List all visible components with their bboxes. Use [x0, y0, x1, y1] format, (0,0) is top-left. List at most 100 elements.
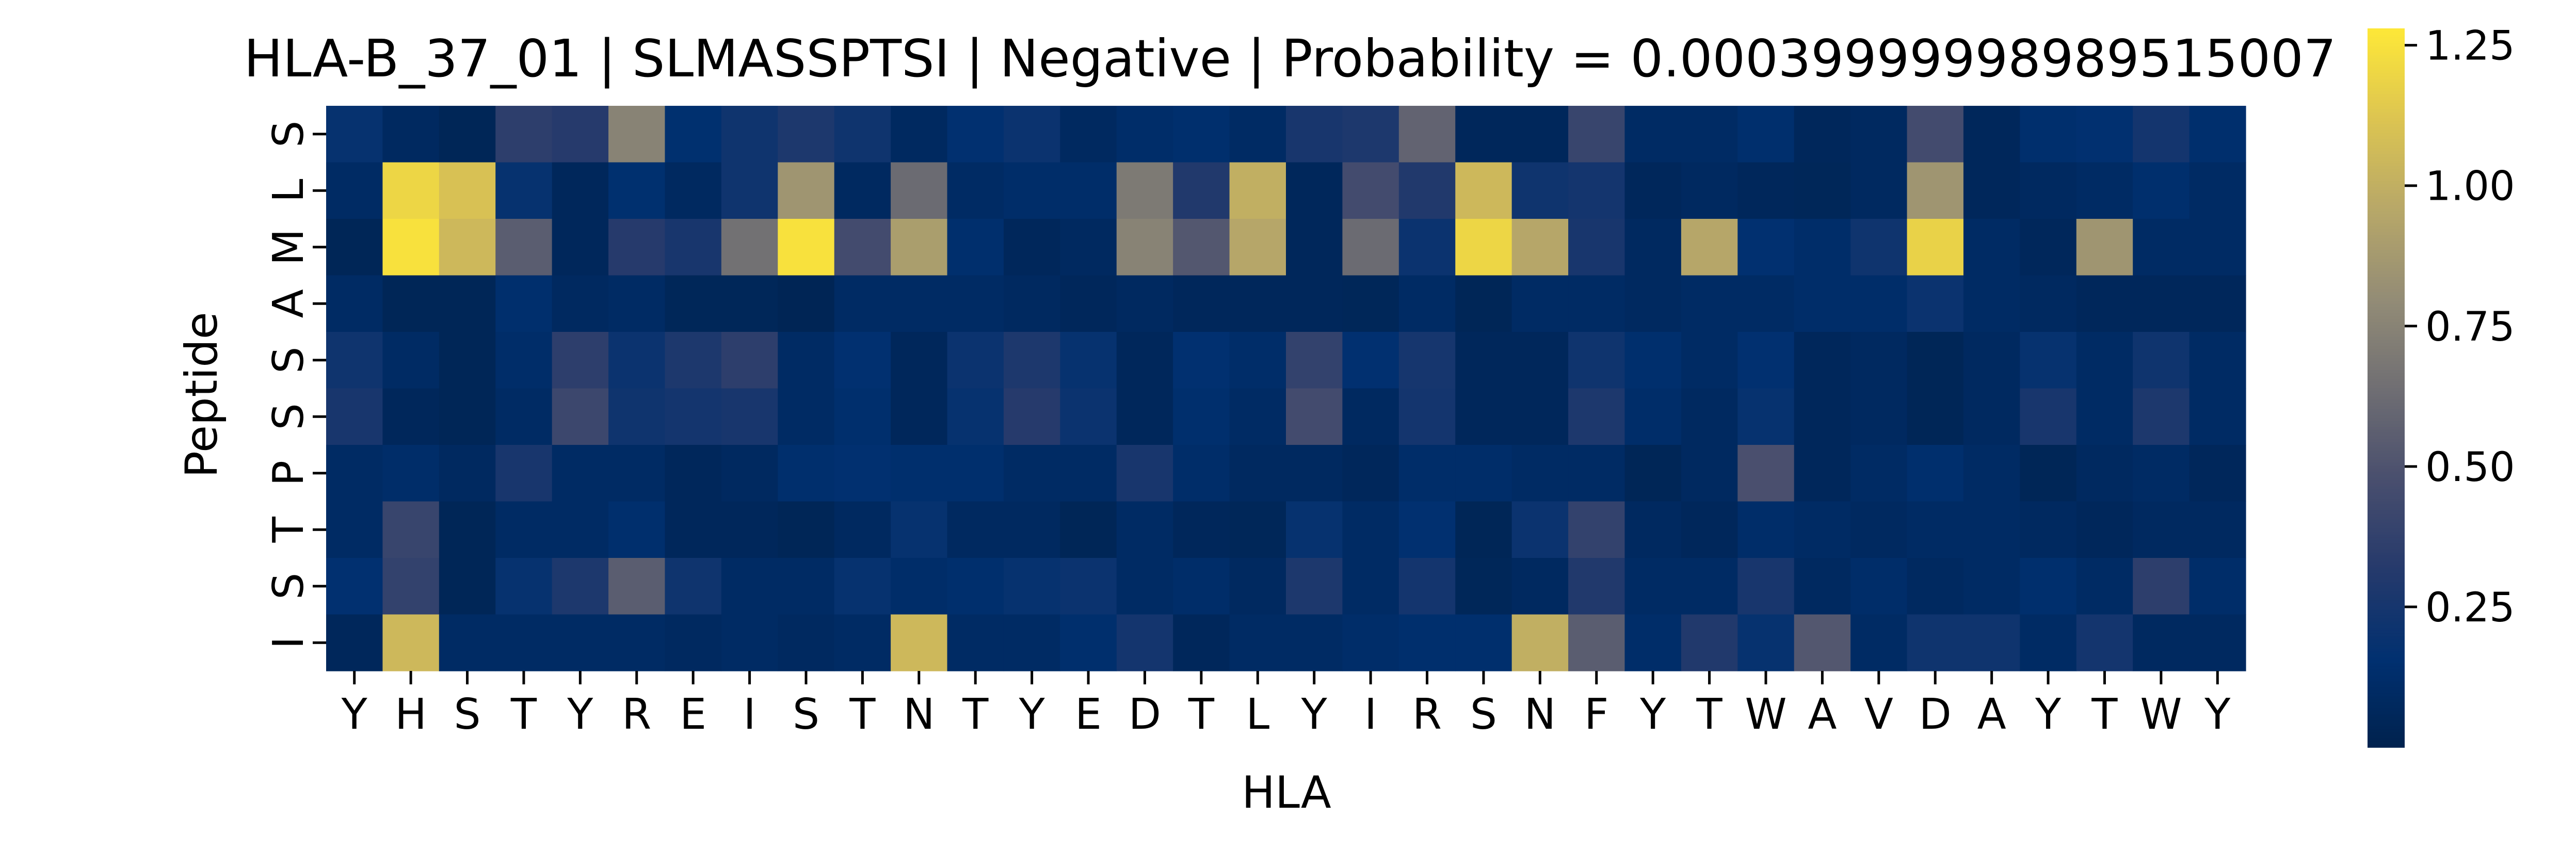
colorbar-strip: [2368, 732, 2405, 736]
heatmap-cell: [1173, 162, 1230, 219]
x-tick-label: N: [1524, 690, 1556, 739]
x-tick-label: D: [1129, 690, 1161, 739]
colorbar-strip: [2368, 454, 2405, 457]
colorbar-strip: [2368, 585, 2405, 589]
heatmap-cell: [1060, 388, 1117, 445]
heatmap-cell: [2020, 445, 2077, 502]
heatmap-cell: [834, 275, 891, 332]
heatmap-cell: [1342, 558, 1399, 615]
colorbar-strip: [2368, 265, 2405, 269]
heatmap-cell: [382, 275, 440, 332]
heatmap-cell: [1963, 558, 2020, 615]
colorbar-strip: [2368, 376, 2405, 379]
colorbar-strip: [2368, 525, 2405, 530]
colorbar-strip: [2368, 106, 2405, 110]
colorbar-strip: [2368, 567, 2405, 571]
colorbar-strip: [2368, 579, 2405, 583]
colorbar-strip: [2368, 399, 2405, 404]
heatmap-cell: [1060, 332, 1117, 389]
colorbar-strip: [2368, 510, 2405, 515]
colorbar-strip: [2368, 472, 2405, 475]
colorbar-strip: [2368, 429, 2405, 434]
colorbar-strip: [2368, 519, 2405, 523]
heatmap-cell: [439, 501, 496, 558]
colorbar-strip: [2368, 220, 2405, 224]
heatmap-cell: [1511, 332, 1569, 389]
heatmap-cell: [1229, 162, 1286, 219]
heatmap-cell: [382, 501, 440, 558]
heatmap-cell: [1229, 106, 1286, 163]
heatmap-cell: [2076, 388, 2133, 445]
y-tick-label: S: [264, 403, 313, 430]
colorbar-strip: [2368, 43, 2405, 47]
heatmap-cell: [1907, 614, 1964, 671]
heatmap-cell: [1511, 558, 1569, 615]
heatmap-cell: [1624, 162, 1682, 219]
colorbar-strip: [2368, 528, 2405, 532]
heatmap-cell: [947, 106, 1004, 163]
colorbar-strip: [2368, 214, 2405, 218]
colorbar-strip: [2368, 672, 2405, 676]
heatmap-cell: [1568, 501, 1625, 558]
colorbar-strip: [2368, 418, 2405, 422]
heatmap-cell: [947, 614, 1004, 671]
colorbar-strip: [2368, 73, 2405, 77]
heatmap-cell: [1568, 614, 1625, 671]
heatmap-cell: [2133, 501, 2190, 558]
heatmap-cell: [608, 614, 666, 671]
x-tick-label: T: [510, 690, 537, 739]
heatmap-cell: [552, 219, 609, 276]
heatmap-cell: [1116, 445, 1173, 502]
heatmap-cell: [1737, 445, 1795, 502]
colorbar-strip: [2368, 328, 2405, 332]
heatmap-cell: [1511, 275, 1569, 332]
colorbar-strip: [2368, 621, 2405, 625]
colorbar-strip: [2368, 597, 2405, 601]
colorbar-strip: [2368, 178, 2405, 182]
x-tick-label: S: [1470, 690, 1497, 739]
heatmap-cell: [1455, 558, 1512, 615]
colorbar-strip: [2368, 424, 2405, 427]
y-tick-label: I: [264, 636, 313, 649]
colorbar-strip: [2368, 148, 2405, 152]
heatmap-cell: [1850, 332, 1908, 389]
heatmap-cell: [439, 388, 496, 445]
x-tick-label: H: [395, 690, 427, 739]
heatmap-cell: [1398, 614, 1456, 671]
colorbar-strip: [2368, 277, 2405, 281]
heatmap-cell: [834, 162, 891, 219]
heatmap-cell: [326, 558, 383, 615]
x-tick-label: N: [903, 690, 935, 739]
heatmap-cell: [1794, 162, 1851, 219]
heatmap-cell: [2020, 219, 2077, 276]
colorbar-strip: [2368, 466, 2405, 470]
heatmap-cell: [1229, 445, 1286, 502]
colorbar-strip: [2368, 313, 2405, 316]
y-axis-ticks: S L MA S S P T S I: [264, 121, 326, 649]
heatmap-cell: [1907, 162, 1964, 219]
heatmap-cell: [1455, 332, 1512, 389]
colorbar-strip: [2368, 495, 2405, 500]
heatmap-cell: [608, 445, 666, 502]
colorbar-strip: [2368, 175, 2405, 179]
colorbar-strip: [2368, 292, 2405, 296]
colorbar-strip: [2368, 109, 2405, 113]
heatmap-cell: [1737, 614, 1795, 671]
colorbar-strip: [2368, 49, 2405, 53]
colorbar-strip: [2368, 301, 2405, 305]
colorbar-strip: [2368, 573, 2405, 577]
colorbar-strip: [2368, 693, 2405, 697]
x-tick-label: T: [1188, 690, 1215, 739]
colorbar-strip: [2368, 648, 2405, 652]
heatmap-cell: [1398, 219, 1456, 276]
heatmap-cell: [2189, 162, 2246, 219]
heatmap-cell: [947, 219, 1004, 276]
colorbar-strip: [2368, 558, 2405, 562]
heatmap-cell: [1060, 219, 1117, 276]
colorbar-strip: [2368, 502, 2405, 505]
x-tick-label: E: [1075, 690, 1102, 739]
heatmap-cell: [1060, 558, 1117, 615]
colorbar-strip: [2368, 130, 2405, 134]
heatmap-cell: [891, 445, 948, 502]
heatmap-cell: [665, 106, 722, 163]
